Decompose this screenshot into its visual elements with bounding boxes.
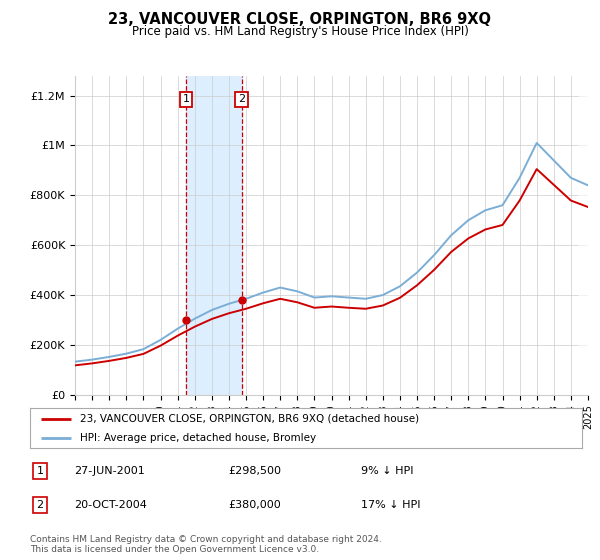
Text: Price paid vs. HM Land Registry's House Price Index (HPI): Price paid vs. HM Land Registry's House …	[131, 25, 469, 38]
Text: 27-JUN-2001: 27-JUN-2001	[74, 466, 145, 475]
Text: 9% ↓ HPI: 9% ↓ HPI	[361, 466, 414, 475]
Text: 23, VANCOUVER CLOSE, ORPINGTON, BR6 9XQ: 23, VANCOUVER CLOSE, ORPINGTON, BR6 9XQ	[109, 12, 491, 27]
Bar	[580, 76, 588, 395]
Text: 20-OCT-2004: 20-OCT-2004	[74, 500, 147, 510]
Text: Contains HM Land Registry data © Crown copyright and database right 2024.
This d: Contains HM Land Registry data © Crown c…	[30, 535, 382, 554]
Text: £298,500: £298,500	[229, 466, 282, 475]
Text: HPI: Average price, detached house, Bromley: HPI: Average price, detached house, Brom…	[80, 432, 316, 442]
Text: £380,000: £380,000	[229, 500, 281, 510]
Text: 2: 2	[37, 500, 43, 510]
Text: 1: 1	[37, 466, 43, 475]
Bar	[186, 76, 242, 395]
Text: 17% ↓ HPI: 17% ↓ HPI	[361, 500, 421, 510]
Text: 23, VANCOUVER CLOSE, ORPINGTON, BR6 9XQ (detached house): 23, VANCOUVER CLOSE, ORPINGTON, BR6 9XQ …	[80, 414, 419, 424]
Text: 2: 2	[238, 94, 245, 104]
Text: 1: 1	[182, 94, 190, 104]
